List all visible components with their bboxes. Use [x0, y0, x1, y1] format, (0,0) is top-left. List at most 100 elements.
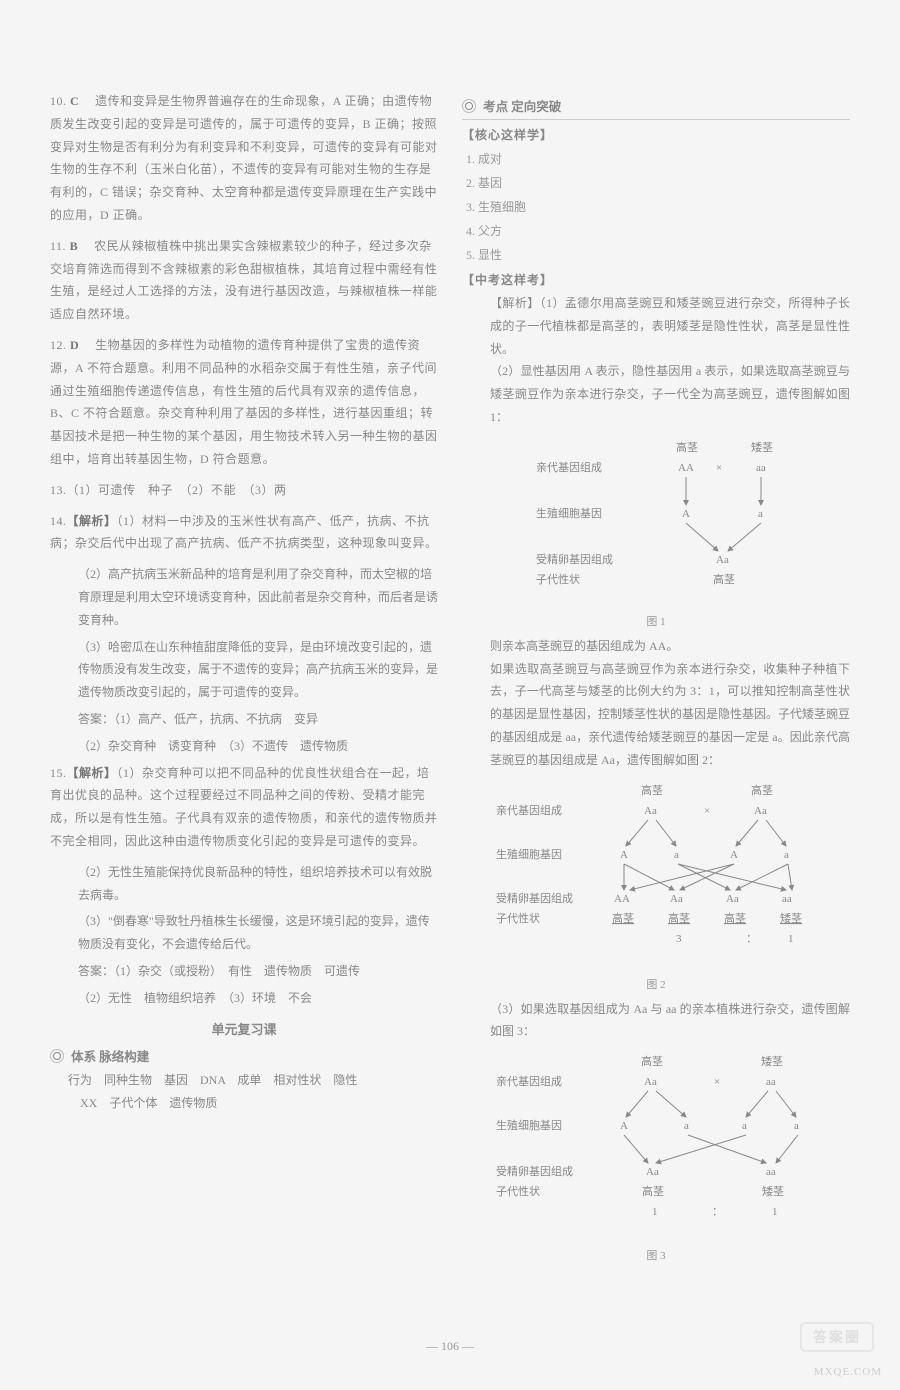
- q10-text: 遗传和变异是生物界普遍存在的生命现象，A 正确；由遗传物质发生改变引起的变异是可…: [50, 94, 438, 222]
- svg-text:：: ：: [746, 933, 757, 945]
- svg-text:aa: aa: [766, 1076, 776, 1088]
- bullet-icon: [462, 99, 476, 113]
- svg-text:a: a: [794, 1120, 799, 1132]
- svg-text:高茎: 高茎: [612, 911, 634, 925]
- svg-text:生殖细胞基因: 生殖细胞基因: [496, 847, 562, 861]
- svg-text:×: ×: [704, 805, 710, 817]
- q15-head: 【解析】: [67, 766, 117, 780]
- q14: 14.【解析】（1）材料一中涉及的玉米性状有高产、低产，抗病、不抗病；杂交后代中…: [50, 510, 438, 556]
- svg-text:Aa: Aa: [754, 805, 767, 817]
- q14-p3: （3）哈密瓜在山东种植甜度降低的变异，是由环境改变引起的，遗传物质没有发生改变，…: [50, 636, 438, 704]
- svg-text:a: a: [784, 849, 789, 861]
- tixi-line2: XX 子代个体 遗传物质: [50, 1092, 438, 1115]
- svg-text:AA: AA: [614, 893, 630, 905]
- svg-text:子代性状: 子代性状: [496, 911, 540, 925]
- ana-label: 【解析】: [490, 296, 540, 310]
- q12-num: 12.: [50, 338, 67, 352]
- q15: 15.【解析】（1）杂交育种可以把不同品种的优良性状组合在一起，培育出优良的品种…: [50, 762, 438, 853]
- svg-text:3: 3: [676, 933, 682, 945]
- tixi-label: 体系 脉络构建: [71, 1050, 149, 1064]
- svg-text:高茎: 高茎: [713, 572, 735, 586]
- q15-a2: （2）无性 植物组织培养 （3）环境 不会: [50, 987, 438, 1010]
- q14-head: 【解析】: [67, 514, 117, 528]
- kaodian-label: 考点 定向突破: [483, 100, 561, 114]
- svg-text:1: 1: [652, 1206, 658, 1218]
- svg-text:亲代基因组成: 亲代基因组成: [496, 803, 562, 817]
- figure-1: 高茎 矮茎 亲代基因组成 AA × aa 生殖细胞基因 A a 受精卵基因组成 …: [462, 437, 850, 607]
- figure-3: 高茎 矮茎 亲代基因组成 Aa × aa 生殖细胞基因 A a a a 受精卵基: [462, 1051, 850, 1241]
- q10-ans: C: [70, 94, 79, 108]
- q12-text: 生物基因的多样性为动植物的遗传育种提供了宝贵的遗传资源，A 不符合题意。利用不同…: [50, 338, 438, 466]
- svg-text:aa: aa: [782, 893, 792, 905]
- tixi-line1: 行为 同种生物 基因 DNA 成单 相对性状 隐性: [50, 1069, 438, 1092]
- core-5: 5. 显性: [462, 243, 850, 267]
- q12: 12. D 生物基因的多样性为动植物的遗传育种提供了宝贵的遗传资源，A 不符合题…: [50, 334, 438, 471]
- svg-text:受精卵基因组成: 受精卵基因组成: [496, 1164, 573, 1178]
- svg-text:高茎: 高茎: [641, 1054, 663, 1068]
- page-number: — 106 —: [0, 1339, 900, 1354]
- svg-text:AA: AA: [678, 462, 694, 474]
- q11-text: 农民从辣椒植株中挑出果实含辣椒素较少的种子，经过多次杂交培育筛选而得到不含辣椒素…: [50, 239, 438, 321]
- q15-a1: （1）杂交（或授粉） 有性 遗传物质 可遗传: [114, 964, 360, 978]
- svg-text:高茎: 高茎: [751, 783, 773, 797]
- watermark-url: MXQE.COM: [814, 1366, 882, 1378]
- q14-answers: 答案：（1）高产、低产，抗病、不抗病 变异: [50, 708, 438, 731]
- svg-text:×: ×: [716, 462, 722, 474]
- q11: 11. B 农民从辣椒植株中挑出果实含辣椒素较少的种子，经过多次杂交培育筛选而得…: [50, 235, 438, 326]
- svg-text:高茎: 高茎: [676, 440, 698, 454]
- svg-text:a: a: [674, 849, 679, 861]
- svg-text:生殖细胞基因: 生殖细胞基因: [496, 1118, 562, 1132]
- svg-text:Aa: Aa: [670, 893, 683, 905]
- svg-text:A: A: [730, 849, 738, 861]
- fig1-caption: 图 1: [462, 613, 850, 629]
- core-4: 4. 父方: [462, 219, 850, 243]
- right-p2: （2）显性基因用 A 表示，隐性基因用 a 表示，如果选取高茎豌豆与矮茎豌豆作为…: [462, 360, 850, 428]
- q15-ans-label: 答案：: [78, 964, 114, 978]
- svg-text:Aa: Aa: [644, 805, 657, 817]
- svg-text:A: A: [682, 508, 690, 520]
- kaodian-header: 考点 定向突破: [462, 96, 850, 115]
- svg-text:×: ×: [714, 1076, 720, 1088]
- fig3-caption: 图 3: [462, 1247, 850, 1263]
- q11-num: 11.: [50, 239, 66, 253]
- svg-text:a: a: [758, 508, 763, 520]
- exam-title: 【中考这样考】: [462, 271, 850, 288]
- svg-text:A: A: [620, 1120, 628, 1132]
- tixi-header: 体系 脉络构建: [50, 1046, 438, 1065]
- q10-num: 10.: [50, 94, 67, 108]
- core-2: 2. 基因: [462, 171, 850, 195]
- svg-text:高茎: 高茎: [642, 1184, 664, 1198]
- svg-text:矮茎: 矮茎: [780, 911, 802, 925]
- svg-text:高茎: 高茎: [724, 911, 746, 925]
- divider: [462, 119, 850, 120]
- q14-p2: （2）高产抗病玉米新品种的培育是利用了杂交育种，而太空椒的培育原理是利用太空环境…: [50, 563, 438, 631]
- svg-text:a: a: [742, 1120, 747, 1132]
- unit-review-title: 单元复习课: [50, 1019, 438, 1038]
- svg-text:1: 1: [772, 1206, 778, 1218]
- left-column: 10. C 遗传和变异是生物界普遍存在的生命现象，A 正确；由遗传物质发生改变引…: [50, 90, 438, 1269]
- bullet-icon: [50, 1049, 64, 1063]
- q14-a2: （2）杂交育种 诱变育种 （3）不遗传 遗传物质: [50, 735, 438, 758]
- svg-text:受精卵基因组成: 受精卵基因组成: [496, 891, 573, 905]
- svg-text:：: ：: [712, 1206, 723, 1218]
- right-p5: （3）如果选取基因组成为 Aa 与 aa 的亲本植株进行杂交，遗传图解如图 3：: [462, 998, 850, 1044]
- svg-text:生殖细胞基因: 生殖细胞基因: [536, 506, 602, 520]
- q11-ans: B: [70, 239, 79, 253]
- svg-text:亲代基因组成: 亲代基因组成: [496, 1074, 562, 1088]
- q15-p2: （2）无性生殖能保持优良新品种的特性，组织培养技术可以有效脱去病毒。: [50, 861, 438, 907]
- q15-num: 15.: [50, 766, 67, 780]
- figure-2-svg: 高茎 高茎 亲代基因组成 Aa × Aa 生殖细胞基因 A a A a: [486, 780, 826, 970]
- svg-text:aa: aa: [766, 1166, 776, 1178]
- watermark-logo: 答案圈: [800, 1322, 874, 1352]
- q14-num: 14.: [50, 514, 67, 528]
- svg-text:亲代基因组成: 亲代基因组成: [536, 460, 602, 474]
- svg-text:Aa: Aa: [646, 1166, 659, 1178]
- figure-3-svg: 高茎 矮茎 亲代基因组成 Aa × aa 生殖细胞基因 A a a a 受精卵基: [486, 1051, 826, 1241]
- q15-answers: 答案：（1）杂交（或授粉） 有性 遗传物质 可遗传: [50, 960, 438, 983]
- right-p1: （1）孟德尔用高茎豌豆和矮茎豌豆进行杂交，所得种子长成的子一代植株都是高茎的，表…: [490, 296, 850, 356]
- page-root: 10. C 遗传和变异是生物界普遍存在的生命现象，A 正确；由遗传物质发生改变引…: [0, 0, 900, 1309]
- q12-ans: D: [70, 338, 79, 352]
- svg-text:Aa: Aa: [716, 554, 729, 566]
- svg-text:矮茎: 矮茎: [762, 1184, 784, 1198]
- q14-ans-label: 答案：: [78, 712, 114, 726]
